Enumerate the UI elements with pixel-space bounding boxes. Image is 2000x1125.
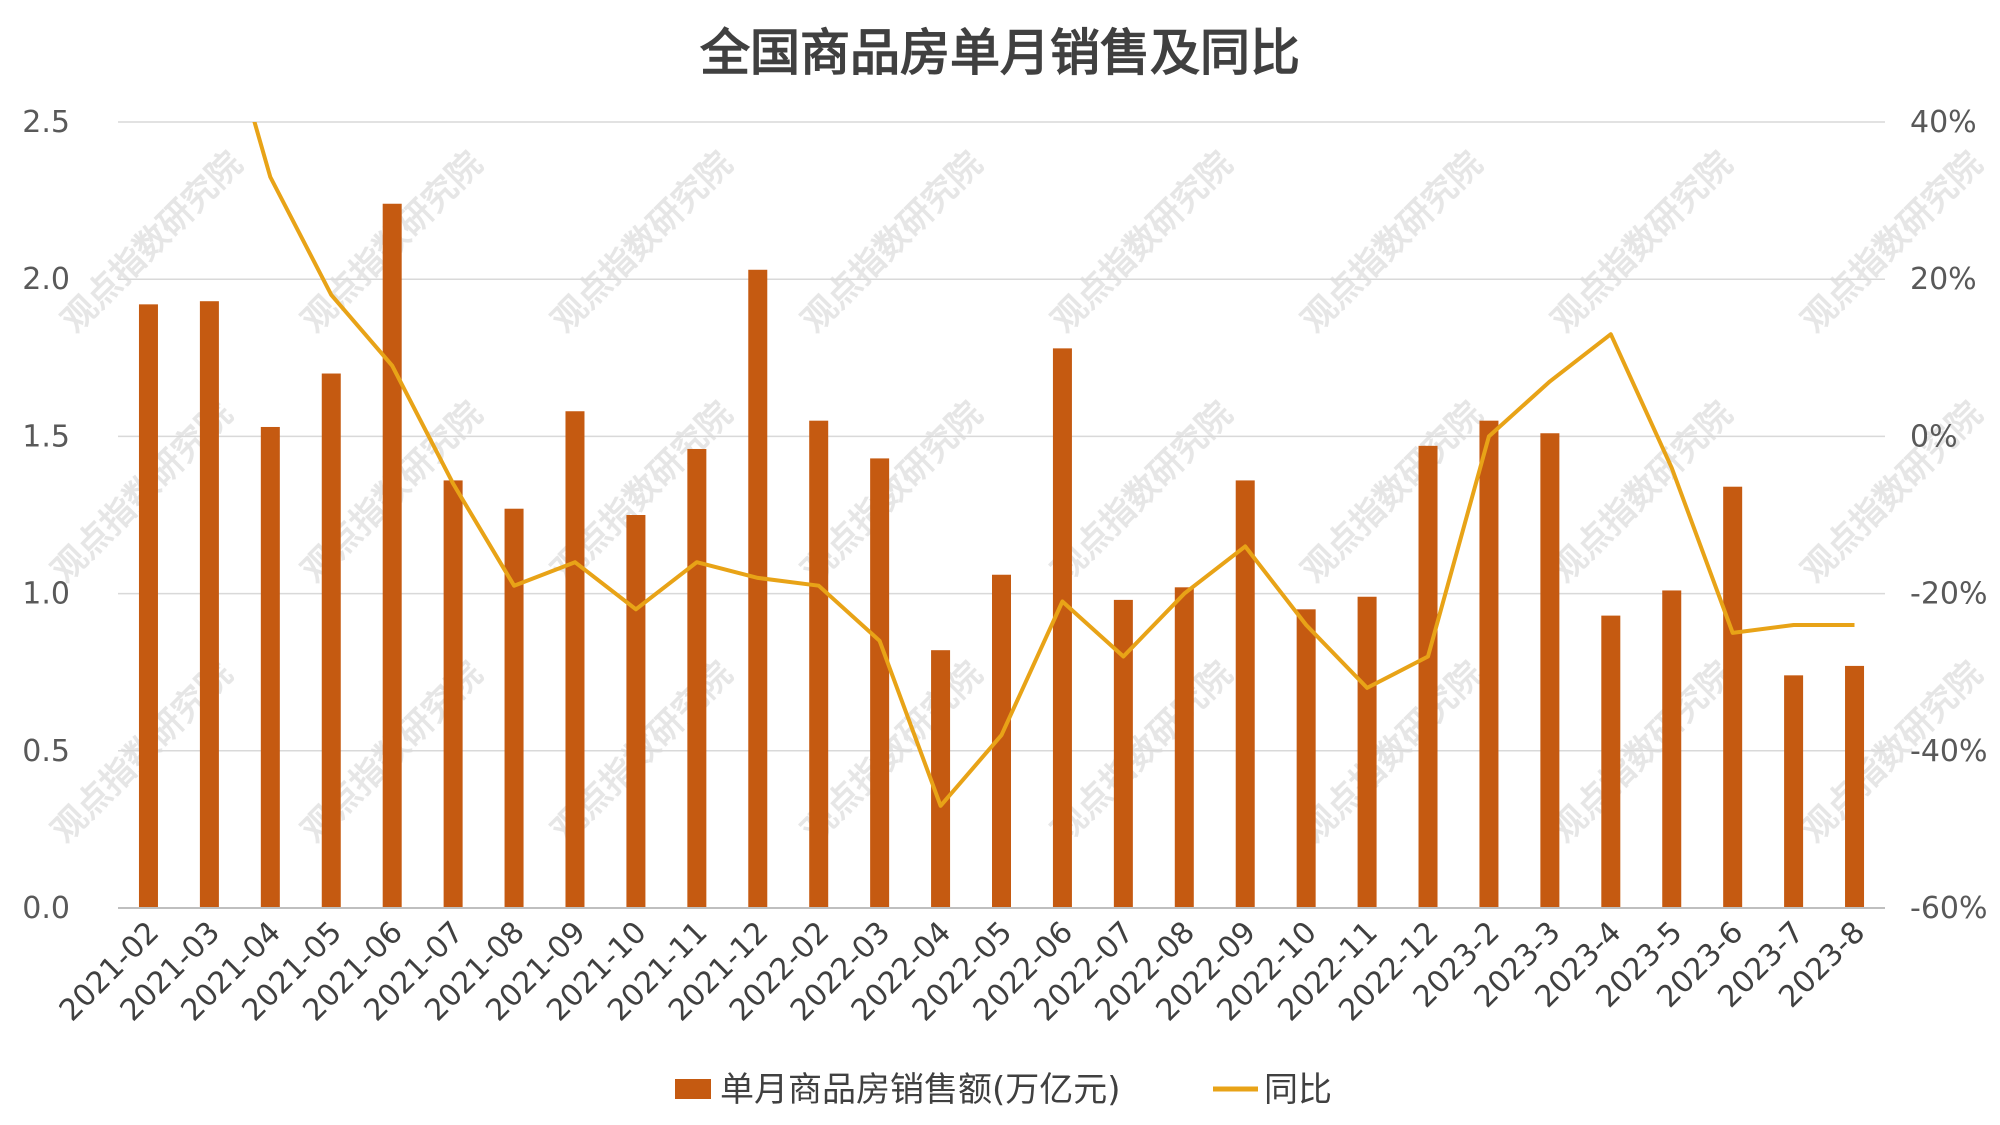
bar: [992, 574, 1011, 908]
y-left-tick-label: 2.5: [22, 105, 70, 140]
watermark-text: 观点指数研究院: [1294, 654, 1491, 851]
bar: [565, 411, 585, 908]
bar: [870, 458, 890, 908]
y-right-tick-label: -60%: [1910, 891, 1988, 926]
chart-title: 全国商品房单月销售及同比: [699, 24, 1300, 82]
watermark-text: 观点指数研究院: [1044, 394, 1241, 591]
bar: [1052, 348, 1072, 908]
y-left-tick-label: 0.5: [22, 734, 70, 769]
bar: [748, 269, 768, 908]
watermark-text: 观点指数研究院: [1544, 144, 1741, 341]
bar: [260, 426, 280, 908]
y-left-tick-label: 0.0: [22, 891, 70, 926]
y-right-tick-label: 20%: [1910, 262, 1977, 297]
y-axis-left: 0.0 0.5 1.0 1.5 2.0 2.5: [22, 105, 70, 926]
y-right-tick-label: 0%: [1910, 419, 1958, 454]
line-series: [252, 122, 1855, 808]
bar: [321, 373, 341, 908]
bar: [687, 448, 707, 908]
legend-label-sales: 单月商品房销售额(万亿元): [720, 1070, 1121, 1110]
watermark-text: 观点指数研究院: [1794, 144, 1991, 341]
y-left-tick-label: 1.5: [22, 419, 70, 454]
y-left-tick-label: 2.0: [22, 262, 70, 297]
watermark-text: 观点指数研究院: [794, 144, 991, 341]
watermark-text: 观点指数研究院: [1044, 654, 1241, 851]
bar: [809, 420, 829, 908]
watermark-text: 观点指数研究院: [1794, 394, 1991, 591]
bar: [382, 203, 402, 908]
bar: [1235, 480, 1255, 908]
watermark-text: 观点指数研究院: [1044, 144, 1241, 341]
watermark-text: 观点指数研究院: [1544, 654, 1741, 851]
y-axis-right: -60% -40% -20% 0% 20% 40%: [1910, 105, 1988, 926]
watermark-text: 观点指数研究院: [1294, 394, 1491, 591]
bar: [504, 508, 524, 908]
bar: [1357, 596, 1377, 908]
bar: [1174, 587, 1194, 908]
y-right-tick-label: -40%: [1910, 734, 1988, 769]
watermark-text: 观点指数研究院: [1294, 144, 1491, 341]
bar: [1296, 609, 1316, 908]
y-right-tick-label: 40%: [1910, 105, 1977, 140]
bar: [1601, 615, 1621, 908]
yoy-line: [252, 122, 1855, 808]
watermark-text: 观点指数研究院: [544, 144, 741, 341]
bar: [1418, 445, 1438, 908]
bar-series: [138, 203, 1865, 908]
watermark-text: 观点指数研究院: [1544, 394, 1741, 591]
legend-label-yoy: 同比: [1264, 1070, 1332, 1110]
bar: [1784, 675, 1804, 908]
legend-swatch-sales: [675, 1079, 711, 1099]
x-axis: 2021-022021-032021-042021-052021-062021-…: [53, 907, 1885, 1028]
bar: [1540, 433, 1560, 908]
y-right-tick-label: -20%: [1910, 577, 1988, 612]
bar: [1662, 590, 1682, 908]
bar: [1723, 486, 1743, 908]
bar: [199, 301, 219, 908]
bar: [1479, 420, 1499, 908]
legend: 单月商品房销售额(万亿元) 同比: [675, 1070, 1332, 1110]
y-left-tick-label: 1.0: [22, 577, 70, 612]
bar: [443, 480, 463, 908]
bar: [626, 515, 646, 908]
bar: [1113, 599, 1133, 908]
bar: [931, 650, 951, 908]
bar: [138, 304, 158, 908]
bar: [1845, 665, 1865, 908]
